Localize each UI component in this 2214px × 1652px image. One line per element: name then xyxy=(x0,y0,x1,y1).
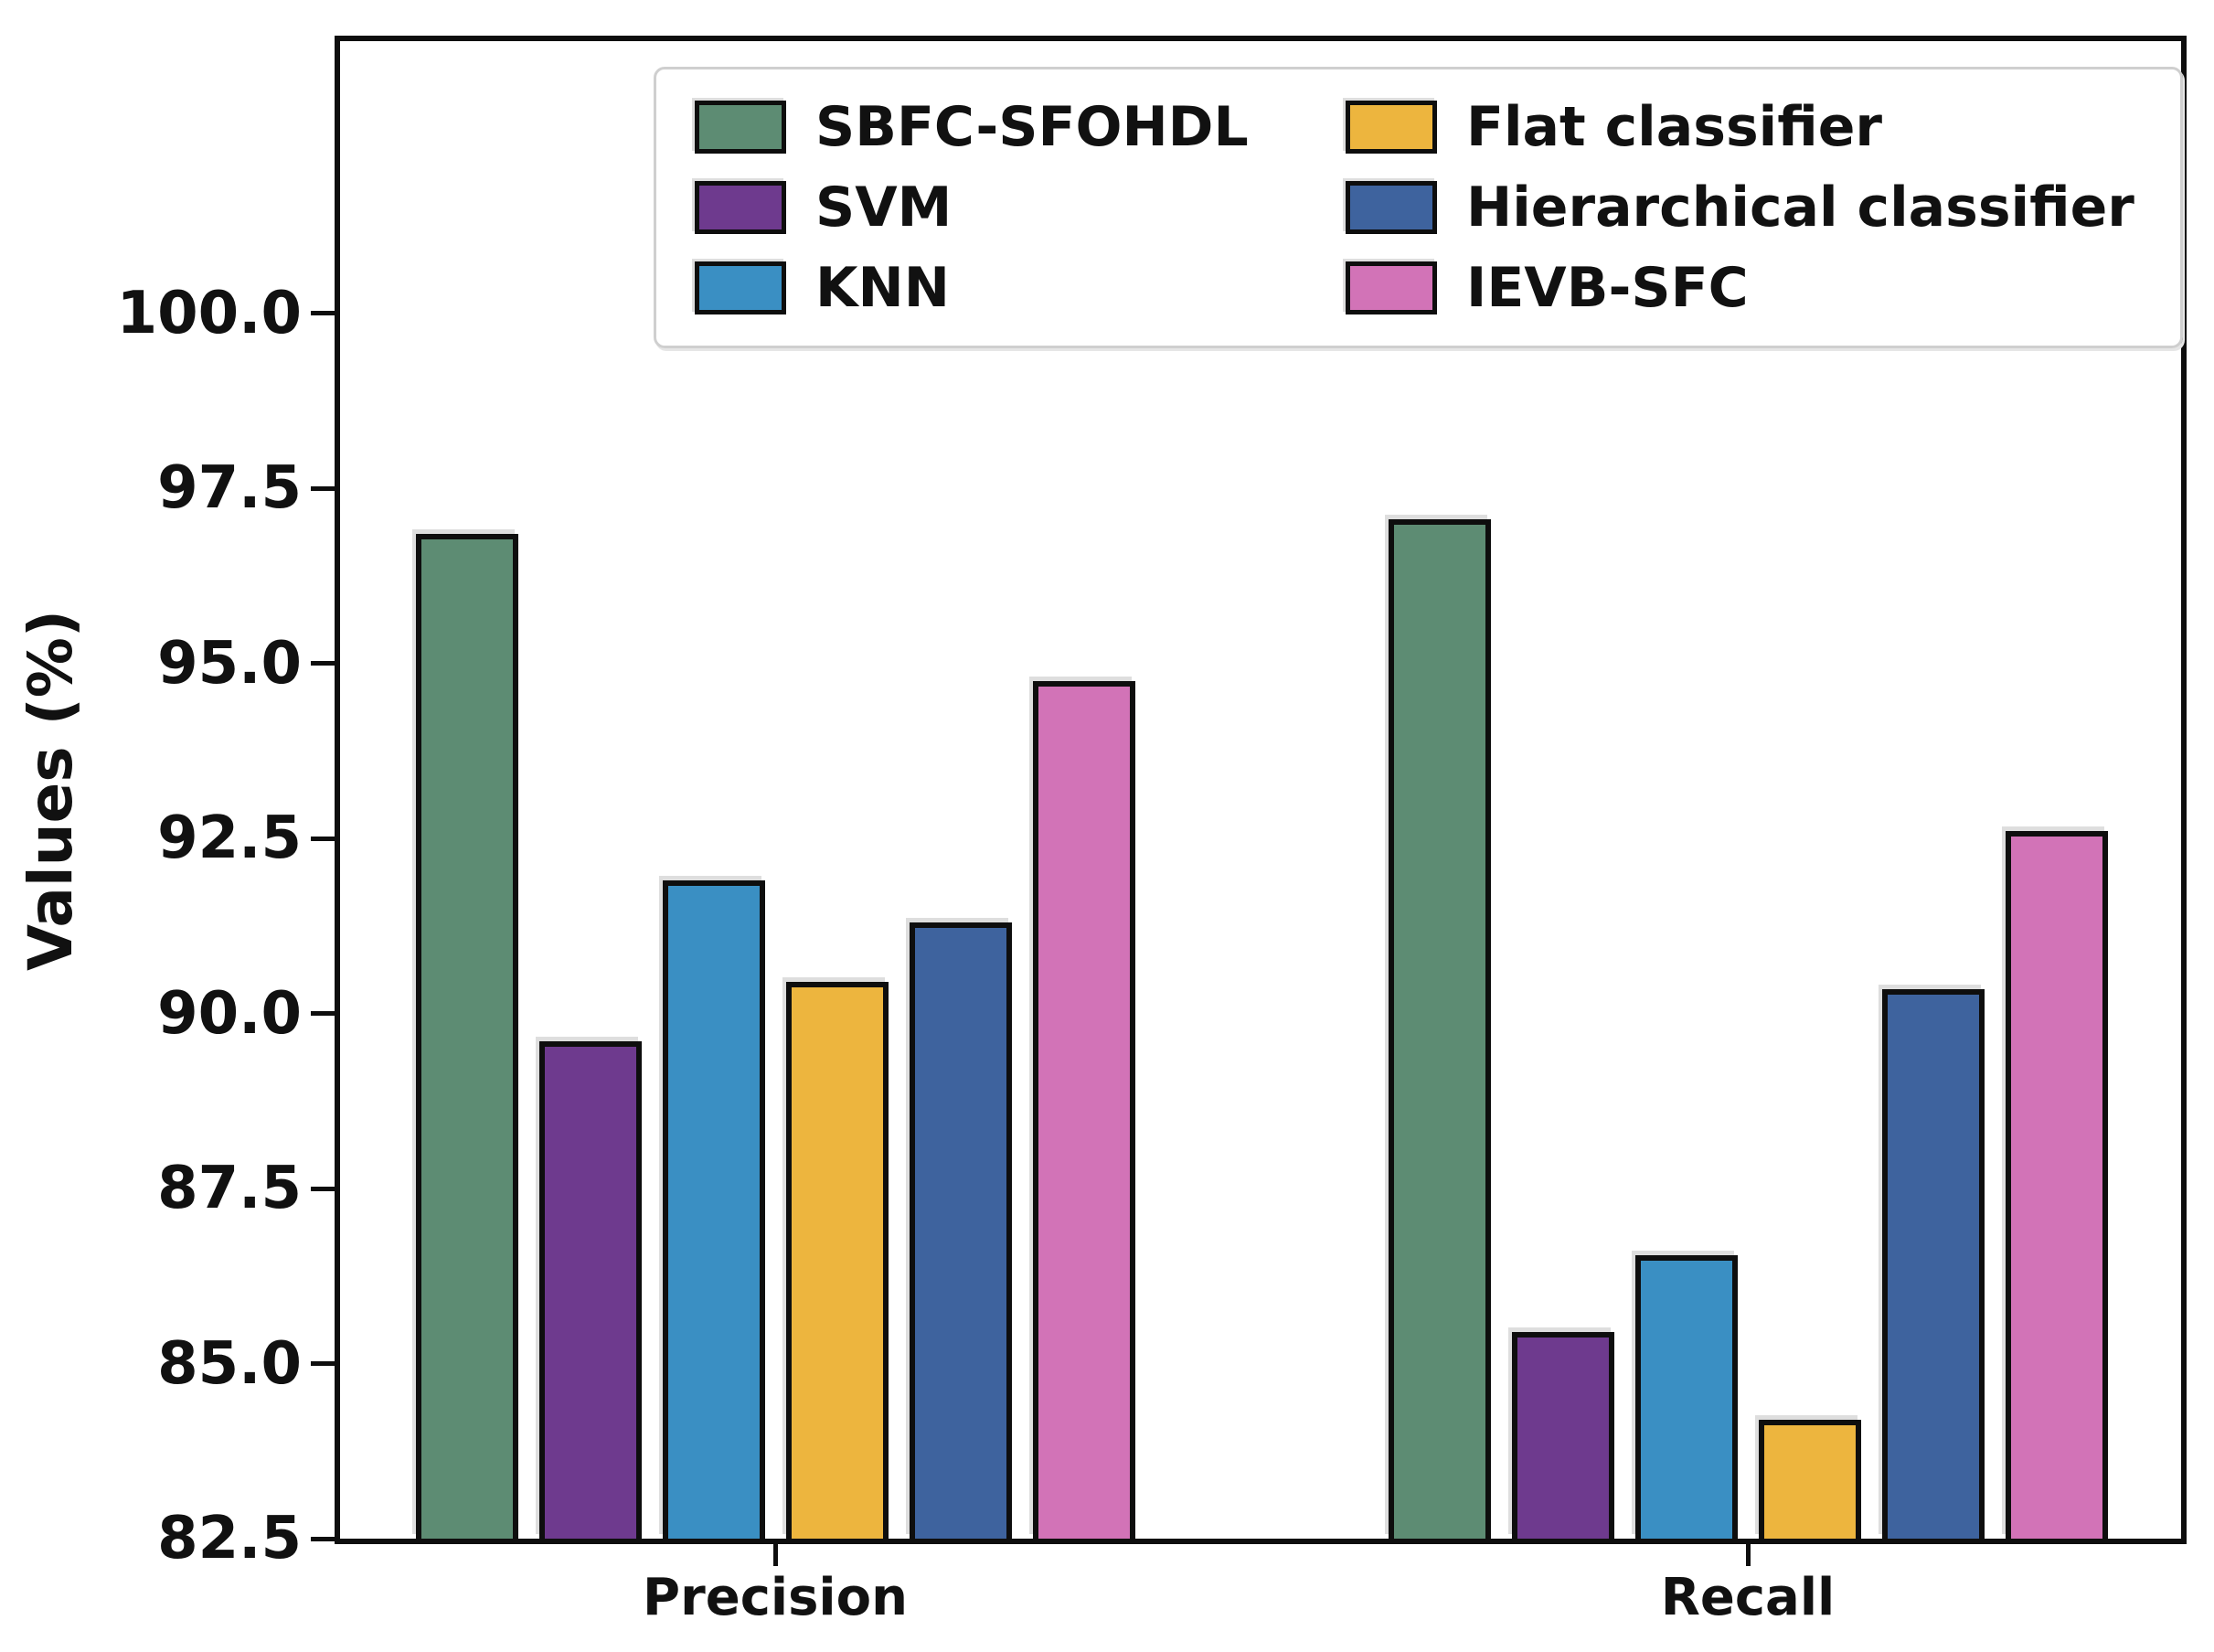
legend: SBFC-SFOHDL SVM KNN Flat classifier Hierarch… xyxy=(654,67,2183,348)
plot-area: SBFC-SFOHDL SVM KNN Flat classifier Hierarch… xyxy=(335,36,2187,1544)
y-tick-label: 90.0 xyxy=(157,979,302,1048)
bar-knn-precision xyxy=(662,879,765,1539)
y-tick-label: 95.0 xyxy=(157,629,302,698)
y-tick-mark xyxy=(311,311,335,315)
legend-label: KNN xyxy=(815,256,950,320)
y-tick-mark xyxy=(311,1011,335,1016)
bar-knn-recall xyxy=(1634,1254,1738,1539)
bar-ievb-sfc-precision xyxy=(1032,680,1135,1539)
y-tick-label: 85.0 xyxy=(157,1329,302,1398)
y-tick-mark xyxy=(311,1186,335,1191)
legend-item-knn: KNN xyxy=(695,258,1346,318)
legend-item-ievb-sfc: IEVB-SFC xyxy=(1346,258,2147,318)
y-axis-title-container: Values (%) xyxy=(0,41,102,1539)
bar-hierarchical-classifier-recall xyxy=(1881,988,1985,1539)
legend-label: Hierarchical classifier xyxy=(1466,176,2134,240)
bar-flat-classifier-precision xyxy=(785,982,889,1539)
y-tick-mark xyxy=(311,661,335,666)
legend-label: SVM xyxy=(815,176,953,240)
y-tick-mark xyxy=(311,485,335,491)
y-tick-mark xyxy=(311,836,335,841)
x-tick-mark xyxy=(772,1544,778,1566)
y-tick-label: 100.0 xyxy=(116,279,302,347)
bar-hierarchical-classifier-precision xyxy=(909,922,1012,1539)
legend-swatch-icon xyxy=(695,261,786,314)
bar-sbfc-sfohdl-precision xyxy=(415,533,518,1539)
legend-label: IEVB-SFC xyxy=(1466,256,1749,320)
y-tick-mark xyxy=(311,1361,335,1366)
bar-ievb-sfc-recall xyxy=(2005,831,2108,1539)
legend-item-flat-classifier: Flat classifier xyxy=(1346,97,2147,157)
bars-layer xyxy=(340,41,2181,1539)
y-tick-label: 92.5 xyxy=(157,805,302,872)
legend-swatch-icon xyxy=(695,181,786,234)
y-tick-label: 87.5 xyxy=(157,1155,302,1222)
legend-label: Flat classifier xyxy=(1466,95,1882,159)
legend-swatch-icon xyxy=(1346,181,1437,234)
x-tick-label-precision: Precision xyxy=(643,1568,908,1627)
bar-sbfc-sfohdl-recall xyxy=(1388,519,1491,1539)
legend-swatch-icon xyxy=(1346,101,1437,154)
legend-item-sbfc-sfohdl: SBFC-SFOHDL xyxy=(695,97,1346,157)
y-tick-label: 97.5 xyxy=(157,454,302,522)
bar-flat-classifier-recall xyxy=(1758,1419,1861,1539)
x-tick-label-recall: Recall xyxy=(1660,1568,1836,1627)
x-tick-mark xyxy=(1745,1544,1751,1566)
bar-svm-recall xyxy=(1511,1332,1614,1539)
legend-swatch-icon xyxy=(695,101,786,154)
y-tick-label: 82.5 xyxy=(157,1505,302,1572)
legend-label: SBFC-SFOHDL xyxy=(815,95,1249,159)
legend-item-hierarchical-classifier: Hierarchical classifier xyxy=(1346,177,2147,238)
legend-item-svm: SVM xyxy=(695,177,1346,238)
bar-svm-precision xyxy=(538,1041,642,1539)
legend-swatch-icon xyxy=(1346,261,1437,314)
y-tick-mark xyxy=(311,1536,335,1541)
